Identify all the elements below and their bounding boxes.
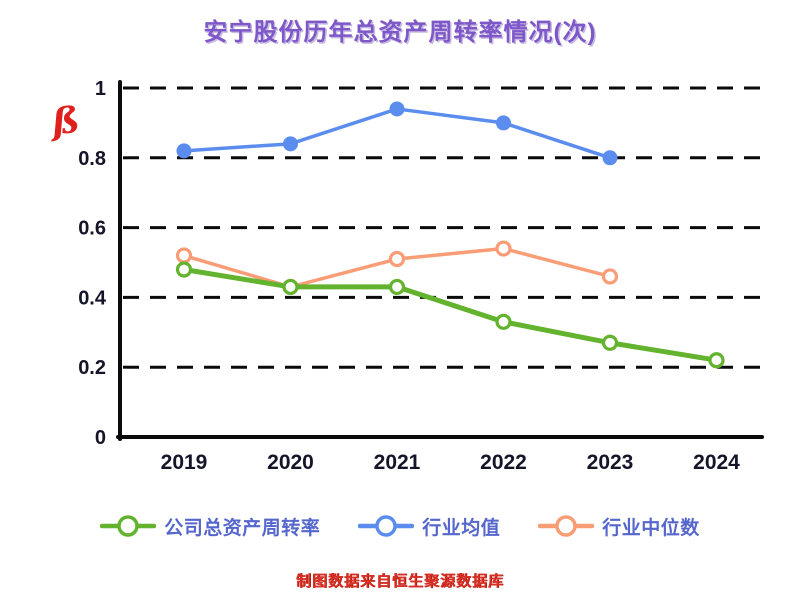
data-point-marker-2 (388, 250, 406, 268)
legend-circle (375, 515, 397, 537)
data-point-marker-2 (601, 268, 619, 285)
legend-marker-company-icon (100, 515, 157, 537)
plot-area: 0 0.2 0.4 0.6 0.8 1 2019 2020 2021 2022 2023 2024 (78, 78, 764, 474)
x-tick-label: 2024 (693, 451, 740, 474)
legend-item-industry-mean: 行业均值 (358, 512, 500, 540)
legend-circle (117, 515, 139, 537)
legend-label-industry-mean: 行业均值 (422, 517, 501, 539)
legend-marker-industry-median-icon (538, 515, 595, 537)
data-point-marker-1 (389, 101, 405, 117)
data-point-marker-1 (176, 143, 192, 159)
data-point-marker-0 (175, 261, 193, 278)
chart-title: 安宁股份历年总资产周转率情况(次) (203, 19, 597, 46)
y-tick-label: 0 (95, 427, 106, 449)
legend: 公司总资产周转率 行业均值 行业中位数 (0, 512, 800, 540)
data-point-marker-2 (495, 240, 512, 257)
legend-label-company: 公司总资产周转率 (164, 517, 321, 539)
x-tick-label: 2022 (480, 451, 527, 474)
y-tick-label: 0.4 (78, 287, 107, 309)
legend-marker-industry-mean-icon (358, 515, 415, 537)
x-tick-label: 2019 (161, 451, 208, 474)
y-tick-label: 1 (95, 78, 106, 100)
y-tick-label: 0.2 (78, 357, 106, 379)
data-point-marker-2 (175, 247, 193, 264)
x-tick-label: 2020 (267, 451, 314, 474)
x-tick-label: 2023 (587, 451, 634, 474)
series-line-0 (181, 266, 719, 363)
data-point-marker-0 (495, 313, 512, 330)
data-point-marker-0 (601, 334, 619, 351)
data-point-marker-1 (283, 136, 298, 152)
data-point-marker-0 (282, 278, 299, 296)
legend-label-industry-median: 行业中位数 (602, 517, 700, 539)
data-point-marker-0 (708, 352, 725, 369)
data-point-marker-1 (496, 115, 511, 131)
data-point-marker-1 (602, 150, 618, 166)
x-tick-label: 2021 (374, 451, 421, 474)
y-tick-label: 0.8 (78, 148, 106, 170)
legend-circle (555, 515, 577, 537)
legend-item-company-turnover: 公司总资产周转率 (100, 512, 320, 540)
legend-item-industry-median: 行业中位数 (538, 512, 700, 540)
y-tick-label: 0.6 (78, 218, 106, 240)
data-source-caption: 制图数据来自恒生聚源数据库 (295, 573, 504, 590)
data-point-marker-0 (388, 278, 406, 296)
